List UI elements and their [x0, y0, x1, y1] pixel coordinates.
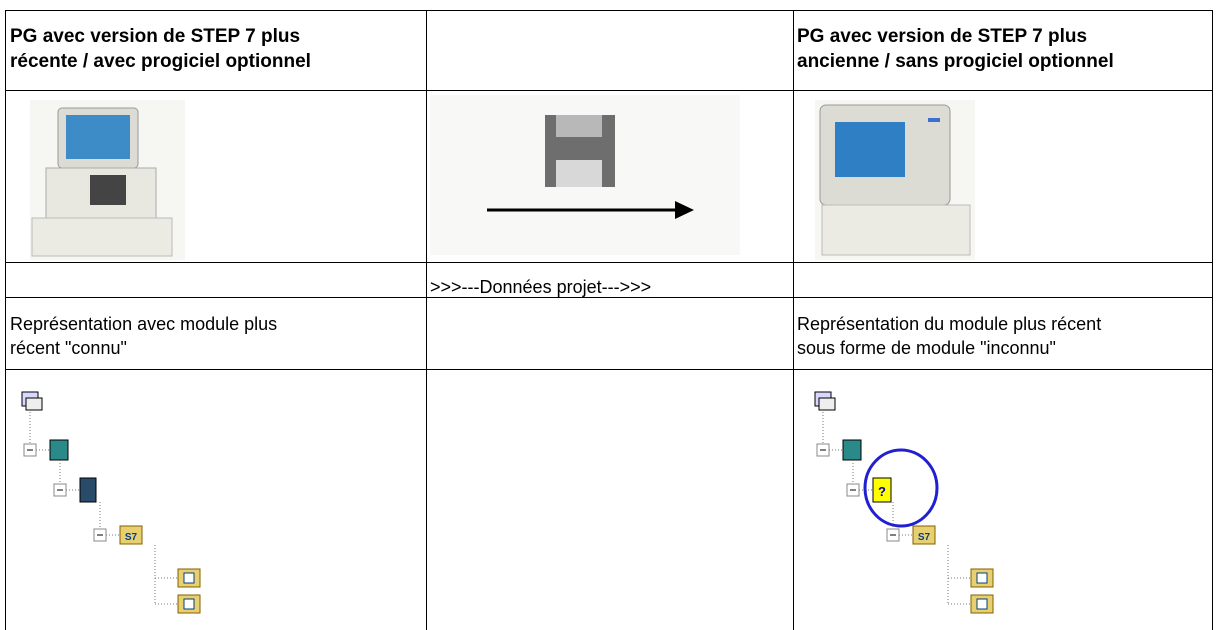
floppy-disk	[430, 95, 740, 255]
border	[1212, 10, 1213, 630]
header-right: PG avec version de STEP 7 plus ancienne …	[797, 24, 1114, 74]
icon-folder	[976, 572, 988, 584]
highlight-circle	[863, 448, 939, 528]
text: PG avec version de STEP 7 plus	[10, 26, 301, 47]
border	[5, 297, 1213, 298]
icon-rack	[49, 439, 69, 461]
icon-folder	[183, 572, 195, 584]
computer-old	[815, 100, 975, 260]
icon-folder	[183, 598, 195, 610]
text: Représentation du module plus récent	[797, 314, 1102, 334]
border	[793, 10, 794, 630]
caption-right: Représentation du module plus récent sou…	[797, 312, 1101, 360]
border	[5, 90, 1213, 91]
icon-label: ?	[878, 484, 886, 499]
icon-unknown	[872, 477, 892, 503]
text: ancienne / sans progiciel optionnel	[797, 51, 1114, 72]
text: Représentation avec module plus	[10, 314, 278, 334]
border	[5, 369, 1213, 370]
icon-folder	[976, 598, 988, 610]
header-left: PG avec version de STEP 7 plus récente /…	[10, 24, 311, 74]
border	[5, 10, 6, 630]
icon-rack	[842, 439, 862, 461]
icon-label: S7	[918, 532, 931, 543]
text: récente / avec progiciel optionnel	[10, 51, 311, 72]
icon-label: S7	[125, 532, 138, 543]
computer-new	[30, 100, 185, 260]
border	[5, 10, 1213, 11]
text: PG avec version de STEP 7 plus	[797, 26, 1088, 47]
caption-left: Représentation avec module plus récent "…	[10, 312, 277, 360]
icon-folder	[119, 525, 143, 545]
icon-module	[79, 477, 97, 503]
text: sous forme de module "inconnu"	[797, 338, 1056, 358]
icon-folder	[912, 525, 936, 545]
border	[5, 262, 1213, 263]
arrow-head	[675, 201, 694, 219]
icon-project	[818, 397, 836, 411]
border	[426, 10, 427, 630]
transfer-label: >>>---Données projet--->>>	[430, 277, 652, 297]
icon-project	[25, 397, 43, 411]
text: récent "connu"	[10, 338, 127, 358]
